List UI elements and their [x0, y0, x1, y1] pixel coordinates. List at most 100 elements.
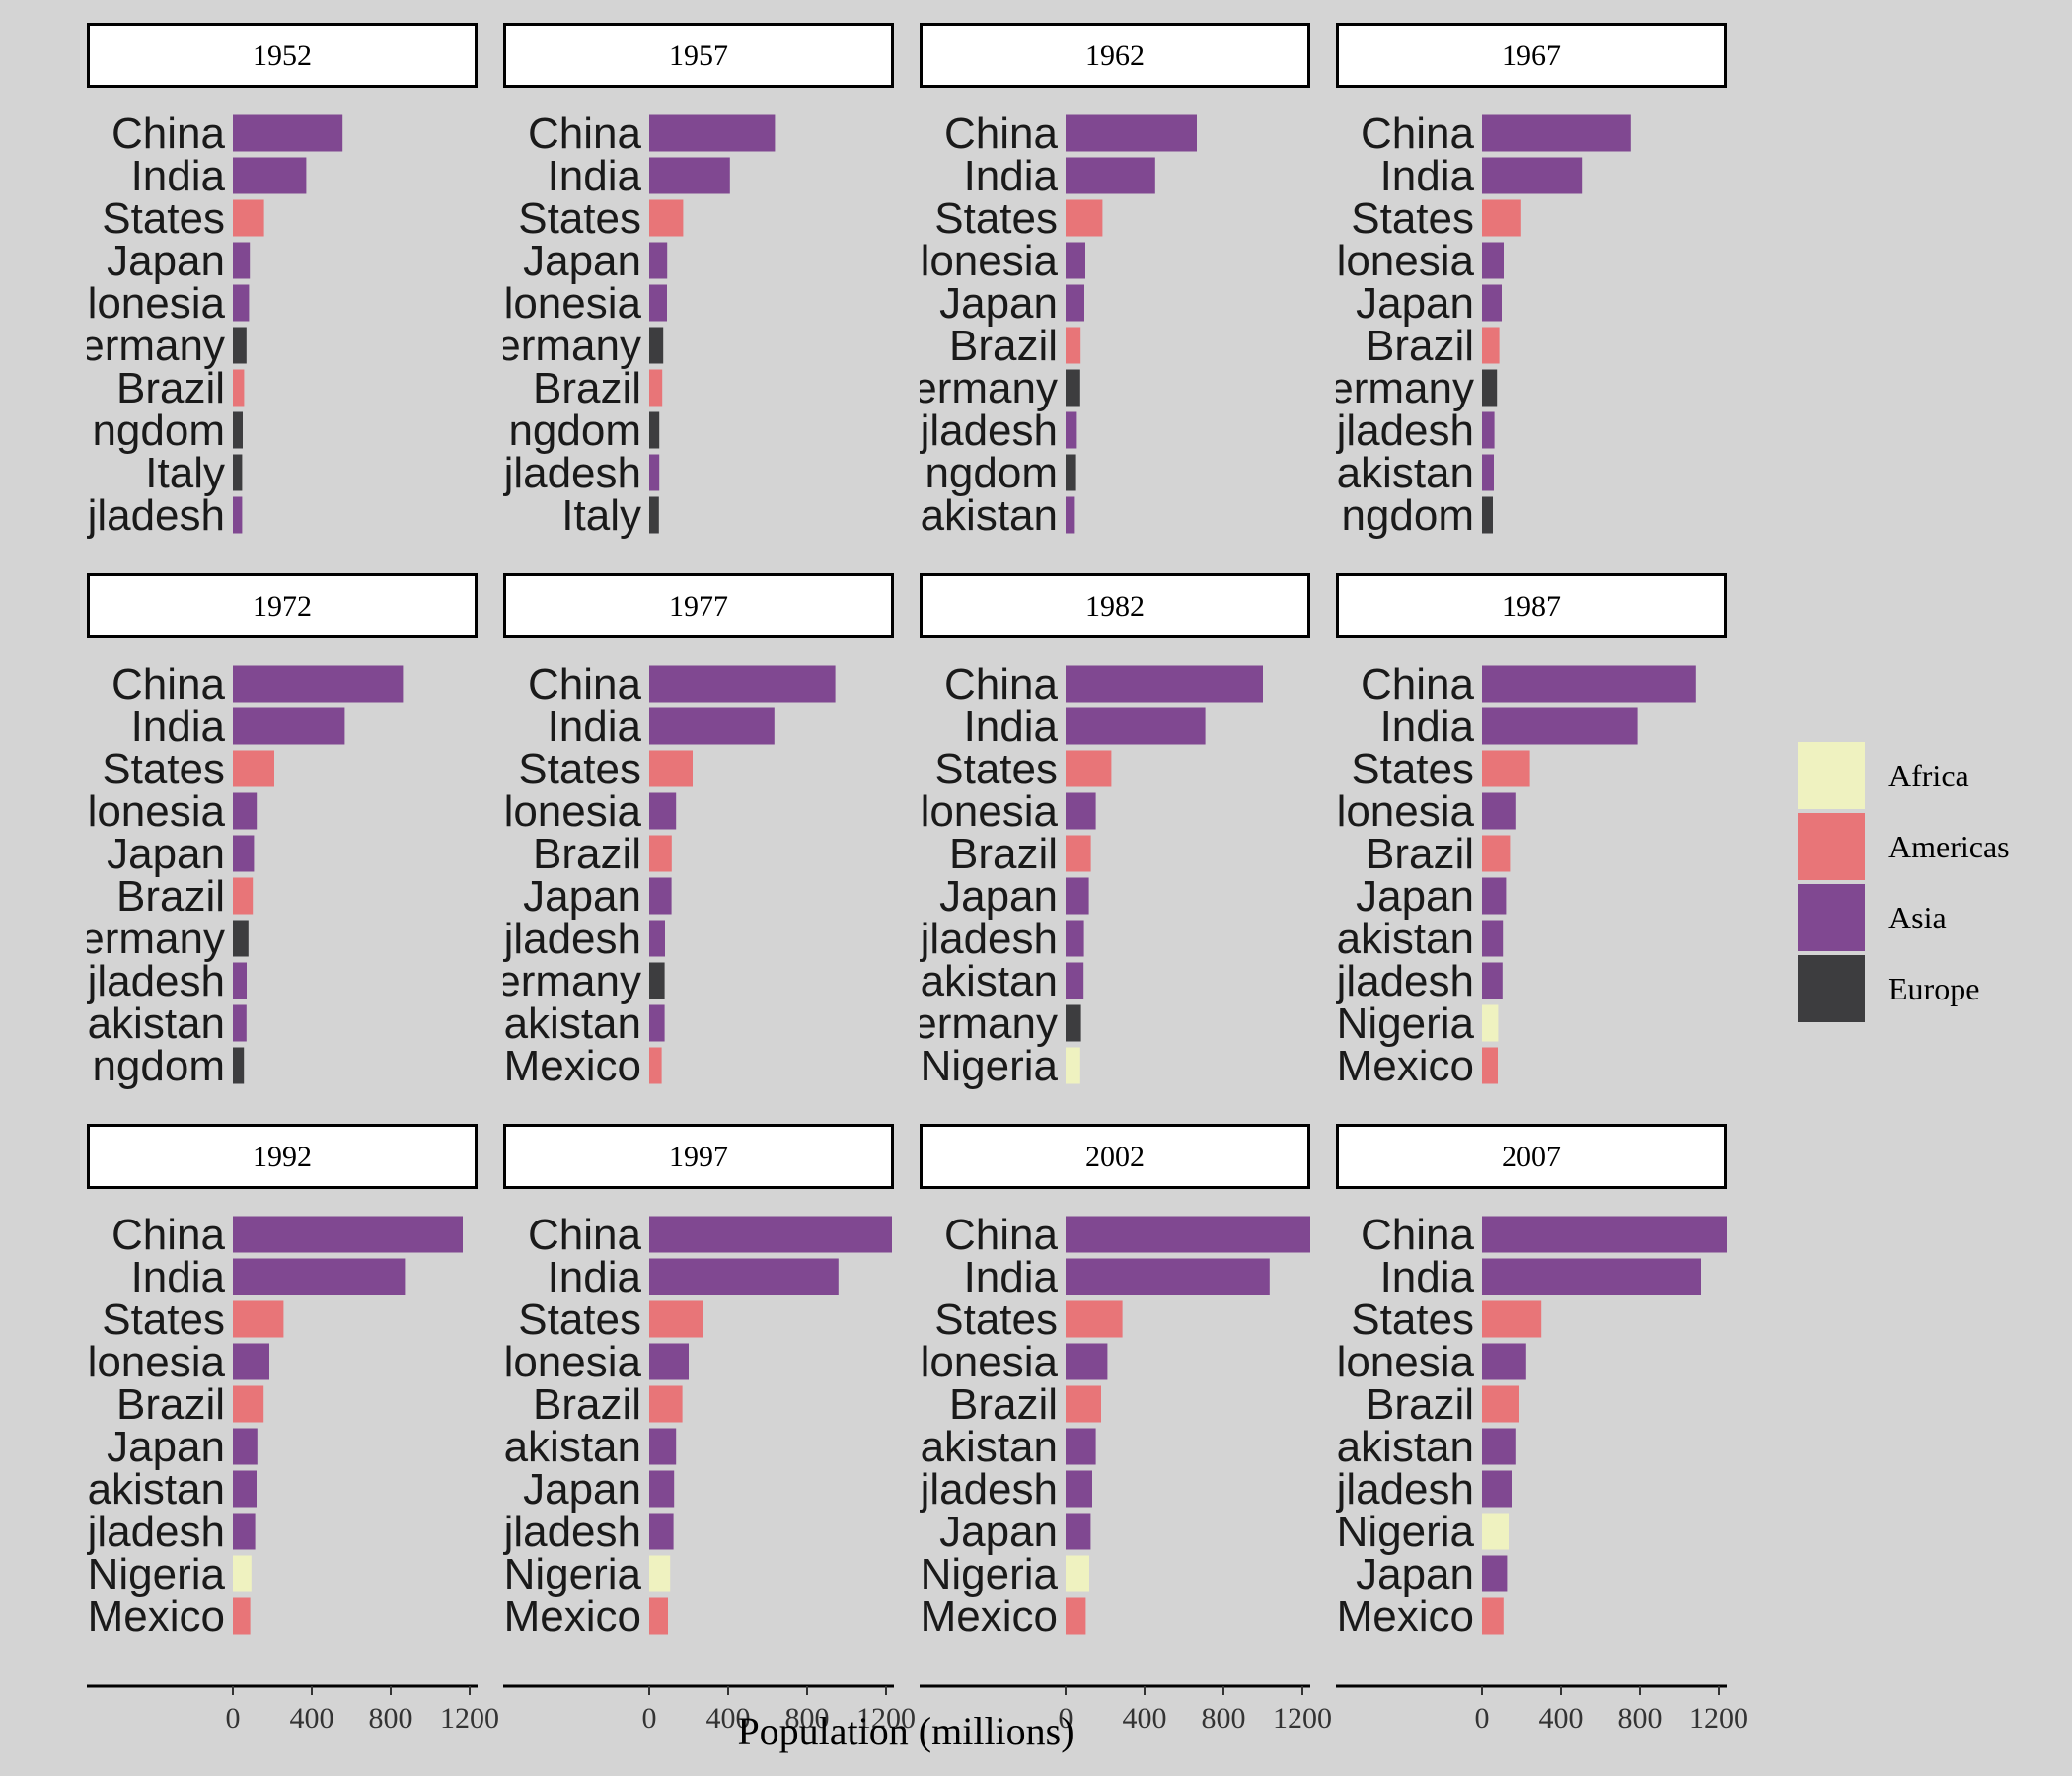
category-label: India [1380, 1253, 1475, 1301]
bar [233, 1470, 257, 1508]
bar [649, 284, 667, 322]
category-label: akistan [504, 1423, 641, 1471]
x-tick-label: 800 [1618, 1702, 1663, 1735]
bar [649, 1597, 668, 1635]
bar [649, 199, 684, 237]
bar [1066, 157, 1155, 194]
bar [233, 114, 343, 152]
facet-content: ChinaIndiaStateslonesiaBrazilakistanjlad… [920, 1211, 1310, 1641]
bar [1066, 920, 1084, 957]
x-tick-label: 0 [642, 1702, 657, 1735]
category-label: Japan [939, 279, 1058, 328]
category-label: States [1351, 1295, 1474, 1344]
category-label: India [1380, 152, 1475, 200]
facet-panel-1962: ChinaIndiaStateslonesiaJapanBrazilermany… [919, 23, 1310, 540]
category-label: Japan [107, 237, 225, 285]
facet-content: ChinaIndiaStateslonesiaBrazilJapanjlades… [503, 660, 836, 1090]
bar [649, 1428, 677, 1465]
legend-item-europe: Europe [1798, 955, 1979, 1022]
facet-content: ChinaIndiaStateslonesiaJapanBrazilermany… [1336, 110, 1631, 540]
facet-panel-1987: ChinaIndiaStateslonesiaBrazilJapanakista… [1336, 573, 1727, 1090]
category-label: ermany [80, 322, 225, 370]
legend-item-asia: Asia [1798, 884, 1947, 951]
category-label: India [548, 152, 642, 200]
category-label: States [102, 745, 225, 793]
category-label: lonesia [921, 787, 1059, 836]
facet-strip-label: 1992 [253, 1141, 312, 1173]
bar [1482, 114, 1631, 152]
facet-strip [503, 573, 894, 638]
facet-content: ChinaIndiaStatesJapanlonesiaermanyBrazil… [80, 110, 343, 540]
x-tick-label: 400 [706, 1702, 751, 1735]
category-label: akistan [504, 999, 641, 1048]
category-label: Brazil [116, 1380, 225, 1429]
x-tick-label: 1200 [440, 1702, 499, 1735]
category-label: lonesia [504, 787, 642, 836]
bar [649, 1513, 674, 1550]
bar [649, 454, 660, 491]
bar [233, 496, 243, 534]
bar [1066, 1555, 1089, 1592]
bar [233, 1343, 269, 1380]
x-tick-label: 800 [785, 1702, 830, 1735]
category-label: China [1361, 110, 1474, 158]
category-label: Nigeria [921, 1550, 1059, 1598]
x-tick-label: 800 [369, 1702, 413, 1735]
facet-strip [503, 23, 894, 88]
bar [233, 1597, 251, 1635]
bar [233, 454, 243, 491]
bar [649, 750, 693, 787]
bar [649, 1216, 892, 1253]
bar [649, 114, 776, 152]
category-label: India [131, 1253, 226, 1301]
facet-strip-label: 1982 [1085, 590, 1145, 623]
bar [1482, 707, 1638, 745]
bar [1482, 1555, 1508, 1592]
bar [1066, 1428, 1096, 1465]
category-label: jladesh [919, 407, 1058, 455]
bar [233, 877, 254, 915]
bar [233, 411, 243, 449]
category-label: ermany [913, 999, 1058, 1048]
category-label: jladesh [502, 449, 641, 497]
bar [1482, 496, 1493, 534]
bar [1482, 411, 1495, 449]
x-tick-label: 400 [1539, 1702, 1584, 1735]
facet-content: ChinaIndiaStateslonesiaJapanBrazilermany… [919, 110, 1197, 540]
x-tick-label: 0 [226, 1702, 241, 1735]
category-label: Japan [939, 872, 1058, 921]
category-label: Japan [107, 830, 225, 878]
category-label: akistan [921, 957, 1058, 1005]
category-label: China [944, 1211, 1058, 1259]
bar [1066, 284, 1084, 322]
bar [233, 1300, 284, 1338]
bar [1066, 962, 1084, 999]
bar [1482, 369, 1498, 407]
category-label: lonesia [921, 237, 1059, 285]
category-label: Nigeria [1337, 999, 1475, 1048]
bar [233, 1385, 264, 1423]
category-label: Japan [523, 1465, 641, 1514]
legend-key [1798, 742, 1865, 809]
x-axis-title: Population (millions) [737, 1709, 1073, 1753]
legend-key [1798, 813, 1865, 880]
category-label: States [102, 1295, 225, 1344]
facet-strip-label: 1952 [253, 39, 312, 72]
bar [1482, 1470, 1512, 1508]
category-label: China [528, 1211, 641, 1259]
bar [1066, 1470, 1092, 1508]
bar [1482, 199, 1521, 237]
bar [233, 665, 404, 703]
bar [1482, 877, 1507, 915]
bar [649, 962, 665, 999]
category-label: States [934, 745, 1058, 793]
category-label: China [111, 110, 225, 158]
category-label: States [518, 745, 641, 793]
category-label: lonesia [88, 279, 226, 328]
facet-panel-2002: ChinaIndiaStateslonesiaBrazilakistanjlad… [920, 1124, 1332, 1735]
facet-content: ChinaIndiaStatesJapanlonesiaermanyBrazil… [502, 110, 776, 540]
category-label: akistan [921, 1423, 1058, 1471]
category-label: Brazil [533, 830, 641, 878]
bar [649, 1555, 671, 1592]
category-label: Brazil [533, 1380, 641, 1429]
